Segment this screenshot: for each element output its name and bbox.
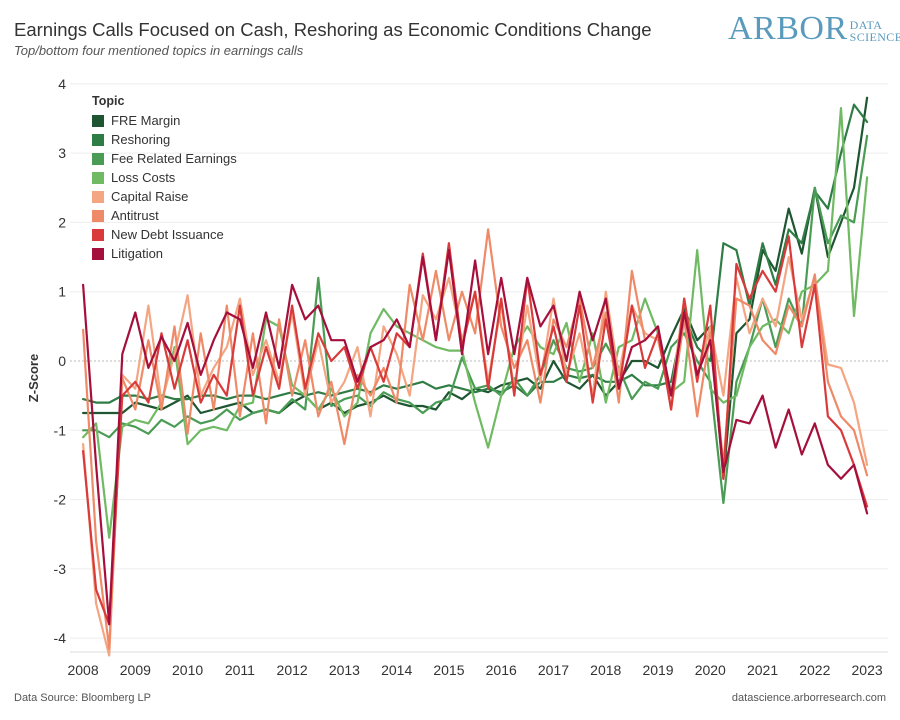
x-tick-label: 2023 bbox=[852, 662, 883, 678]
y-axis: 4 3 2 1 0 -1 -2 -3 -4 bbox=[54, 76, 67, 646]
legend-label: Reshoring bbox=[111, 132, 171, 147]
x-tick-label: 2014 bbox=[381, 662, 412, 678]
x-axis: 2008 2009 2010 2011 2012 2013 2014 2015 2016 2017… bbox=[67, 651, 888, 678]
legend-swatch bbox=[92, 114, 104, 127]
y-tick-label: 0 bbox=[58, 353, 66, 369]
series-line-new-debt-issuance bbox=[81, 235, 869, 626]
x-tick-label: 2016 bbox=[486, 662, 517, 678]
series-lines bbox=[81, 96, 869, 657]
x-tick-label: 2009 bbox=[120, 662, 151, 678]
y-tick-label: -2 bbox=[54, 492, 67, 508]
legend-label: Loss Costs bbox=[111, 170, 176, 185]
series-line-antitrust bbox=[81, 228, 869, 650]
legend-label: Litigation bbox=[111, 246, 164, 261]
legend-item[interactable]: New Debt Issuance bbox=[92, 225, 237, 244]
legend-item[interactable]: Loss Costs bbox=[92, 168, 237, 187]
y-tick-label: 4 bbox=[58, 76, 66, 92]
legend-swatch bbox=[92, 171, 104, 184]
y-tick-label: -4 bbox=[54, 630, 67, 646]
series-line-litigation bbox=[81, 249, 869, 626]
y-axis-label: Z-Score bbox=[26, 354, 41, 402]
legend-swatch bbox=[92, 209, 104, 222]
x-tick-label: 2010 bbox=[172, 662, 203, 678]
x-tick-label: 2012 bbox=[277, 662, 308, 678]
x-tick-label: 2020 bbox=[695, 662, 726, 678]
y-tick-label: -3 bbox=[54, 561, 67, 577]
logo-sub-line-2: SCIENCE bbox=[849, 30, 900, 44]
legend-label: Fee Related Earnings bbox=[111, 151, 237, 166]
chart-subtitle: Top/bottom four mentioned topics in earn… bbox=[14, 43, 304, 58]
legend-title: Topic bbox=[92, 94, 125, 108]
legend-label: New Debt Issuance bbox=[111, 227, 224, 242]
x-tick-label: 2015 bbox=[433, 662, 464, 678]
y-tick-label: 1 bbox=[58, 284, 66, 300]
legend-item[interactable]: Litigation bbox=[92, 244, 237, 263]
legend-swatch bbox=[92, 152, 104, 165]
legend-label: Antitrust bbox=[111, 208, 159, 223]
legend-item[interactable]: Antitrust bbox=[92, 206, 237, 225]
x-tick-label: 2008 bbox=[67, 662, 98, 678]
chart-legend: Topic FRE Margin Reshoring Fee Related Ear… bbox=[92, 94, 237, 263]
series-line-loss-costs bbox=[81, 106, 869, 539]
legend-item[interactable]: Capital Raise bbox=[92, 187, 237, 206]
y-tick-label: -1 bbox=[54, 422, 67, 438]
legend-swatch bbox=[92, 190, 104, 203]
y-tick-label: 3 bbox=[58, 145, 66, 161]
logo-main-text: ARBOR bbox=[728, 10, 848, 47]
legend-item[interactable]: FRE Margin bbox=[92, 111, 237, 130]
y-tick-label: 2 bbox=[58, 214, 66, 230]
legend-swatch bbox=[92, 133, 104, 146]
logo-sub-text: DATA SCIENCE bbox=[850, 19, 900, 43]
x-tick-label: 2021 bbox=[747, 662, 778, 678]
legend-item[interactable]: Fee Related Earnings bbox=[92, 149, 237, 168]
x-tick-label: 2018 bbox=[590, 662, 621, 678]
arbor-logo: ARBOR DATA SCIENCE bbox=[728, 9, 900, 49]
legend-swatch bbox=[92, 247, 104, 260]
legend-label: Capital Raise bbox=[111, 189, 189, 204]
legend-item[interactable]: Reshoring bbox=[92, 130, 237, 149]
x-tick-label: 2019 bbox=[642, 662, 673, 678]
x-tick-label: 2013 bbox=[329, 662, 360, 678]
data-source-note: Data Source: Bloomberg LP bbox=[14, 692, 151, 704]
website-link[interactable]: datascience.arborresearch.com bbox=[731, 692, 886, 704]
logo-sub-line-1: DATA bbox=[849, 18, 883, 32]
x-tick-label: 2022 bbox=[799, 662, 830, 678]
legend-swatch bbox=[92, 228, 104, 241]
series-line-fee-related-earnings bbox=[81, 134, 869, 505]
legend-items: FRE Margin Reshoring Fee Related Earnings L… bbox=[92, 111, 237, 263]
chart-title: Earnings Calls Focused on Cash, Reshorin… bbox=[14, 19, 652, 40]
legend-label: FRE Margin bbox=[111, 113, 181, 128]
series-line-reshoring bbox=[81, 103, 869, 404]
x-tick-label: 2017 bbox=[538, 662, 569, 678]
x-tick-label: 2011 bbox=[225, 662, 255, 678]
